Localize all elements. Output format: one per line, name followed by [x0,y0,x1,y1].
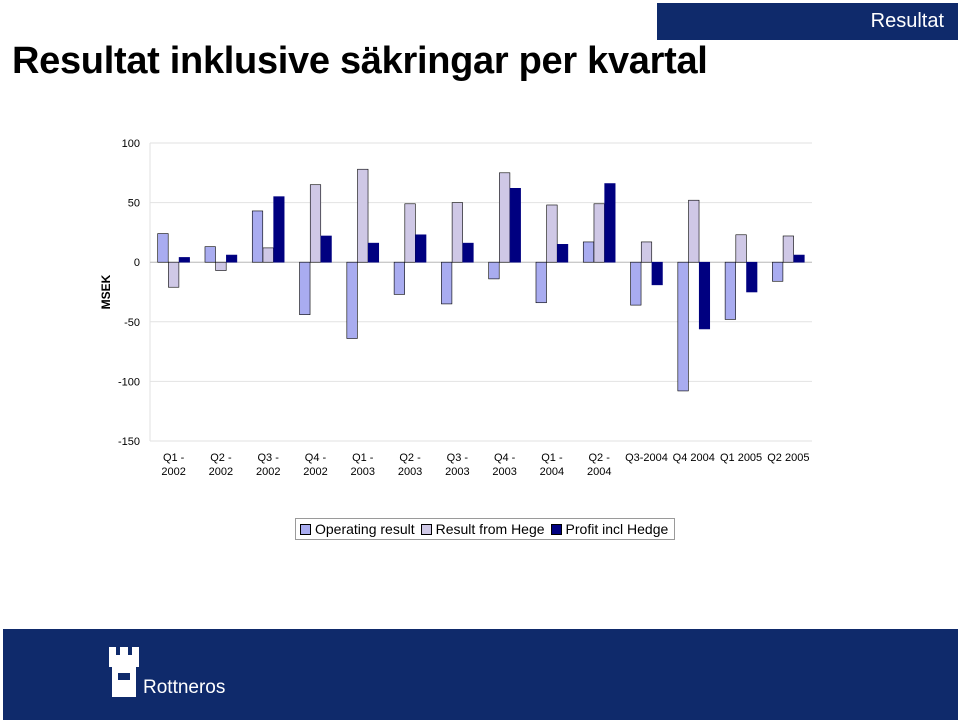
bar-operating-result [724,261,736,320]
x-tick-label: Q3 - [447,452,469,464]
x-tick-label: 2004 [540,466,564,478]
bar-profit-incl-hedge [651,261,663,286]
bar-result-from-hege [546,204,558,263]
y-tick-label: -100 [118,376,140,388]
bar-result-from-hege [404,203,416,263]
x-tick-label: Q1 - [352,452,374,464]
chart-legend: Operating result Result from Hege Profit i… [295,518,676,540]
legend-label: Operating result [315,521,415,537]
y-tick-label: 100 [122,138,140,150]
footer-bar: Rottneros [3,629,958,720]
y-tick-label: 50 [128,198,140,210]
bar-operating-result [535,261,547,304]
bar-result-from-hege [499,172,511,263]
x-tick-label: 2003 [398,466,422,478]
bar-operating-result [393,261,405,295]
bar-result-from-hege [357,168,369,263]
bar-operating-result [630,261,642,306]
bar-profit-incl-hedge [320,235,332,263]
x-tick-label: Q3-2004 [625,452,668,464]
brand-name: Rottneros [143,677,226,698]
x-tick-label: Q3 - [258,452,280,464]
legend-swatch [550,523,562,535]
y-tick-label: 0 [134,257,140,269]
x-tick-label: Q4 2004 [673,452,715,464]
x-tick-label: 2002 [161,466,185,478]
bar-result-from-hege [451,202,463,263]
bar-profit-incl-hedge [793,254,805,263]
x-tick-label: Q1 2005 [720,452,762,464]
bar-result-from-hege [688,199,700,263]
bar-profit-incl-hedge [273,196,285,263]
legend-item: Profit incl Hedge [550,521,669,537]
legend-label: Result from Hege [435,521,545,537]
section-tag: Resultat [657,3,958,40]
x-tick-label: 2002 [303,466,327,478]
x-tick-label: 2003 [492,466,516,478]
bar-operating-result [441,261,453,305]
legend-item: Operating result [300,521,415,537]
bar-profit-incl-hedge [226,254,238,263]
bar-operating-result [772,261,784,282]
bar-profit-incl-hedge [178,257,190,263]
bar-operating-result [677,261,689,392]
bar-operating-result [204,246,216,263]
x-tick-label: 2003 [445,466,469,478]
x-tick-label: 2003 [351,466,375,478]
bar-profit-incl-hedge [557,244,569,263]
bar-result-from-hege [735,234,747,263]
y-axis-label: MSEK [99,274,113,309]
page-title: Resultat inklusive säkringar per kvartal [12,40,708,82]
x-tick-label: Q2 - [589,452,611,464]
bar-operating-result [346,261,358,339]
bar-result-from-hege [640,241,653,263]
bar-result-from-hege [262,247,274,263]
x-tick-label: 2002 [209,466,233,478]
bar-operating-result [582,241,595,263]
bar-profit-incl-hedge [462,242,474,263]
bar-operating-result [488,261,500,280]
bar-profit-incl-hedge [698,261,711,330]
bar-chart: 100 50 0 -50 -100 -150 MSEK Q1 - 2002 Q2 - 2002 Q3 … [99,138,812,478]
legend-swatch [420,523,432,535]
bar-profit-incl-hedge [604,183,616,263]
y-tick-label: -50 [124,317,140,329]
x-tick-label: Q1 - [541,452,563,464]
bar-operating-result [157,233,169,263]
x-tick-label: Q2 2005 [767,452,809,464]
x-tick-label: Q2 - [210,452,232,464]
legend-swatch [300,523,311,535]
bar-result-from-hege [309,184,322,263]
x-tick-label: Q2 - [399,452,421,464]
bar-profit-incl-hedge [415,234,427,263]
x-tick-label: Q1 - [163,452,185,464]
bar-profit-incl-hedge [367,242,380,263]
x-tick-label: 2002 [256,466,280,478]
bar-profit-incl-hedge [509,187,521,263]
legend-item: Result from Hege [420,521,545,537]
bar-operating-result [251,210,264,263]
bar-result-from-hege [215,261,227,271]
bar-result-from-hege [782,235,794,263]
bar-operating-result [299,261,311,315]
bar-profit-incl-hedge [746,261,758,293]
x-tick-label: Q4 - [305,452,327,464]
rottneros-logo-icon [109,647,139,697]
y-tick-label: -150 [118,436,140,448]
x-tick-label: Q4 - [494,452,516,464]
legend-label: Profit incl Hedge [565,521,669,537]
x-tick-label: 2004 [587,466,611,478]
bar-result-from-hege [168,261,180,288]
bar-result-from-hege [593,203,605,263]
